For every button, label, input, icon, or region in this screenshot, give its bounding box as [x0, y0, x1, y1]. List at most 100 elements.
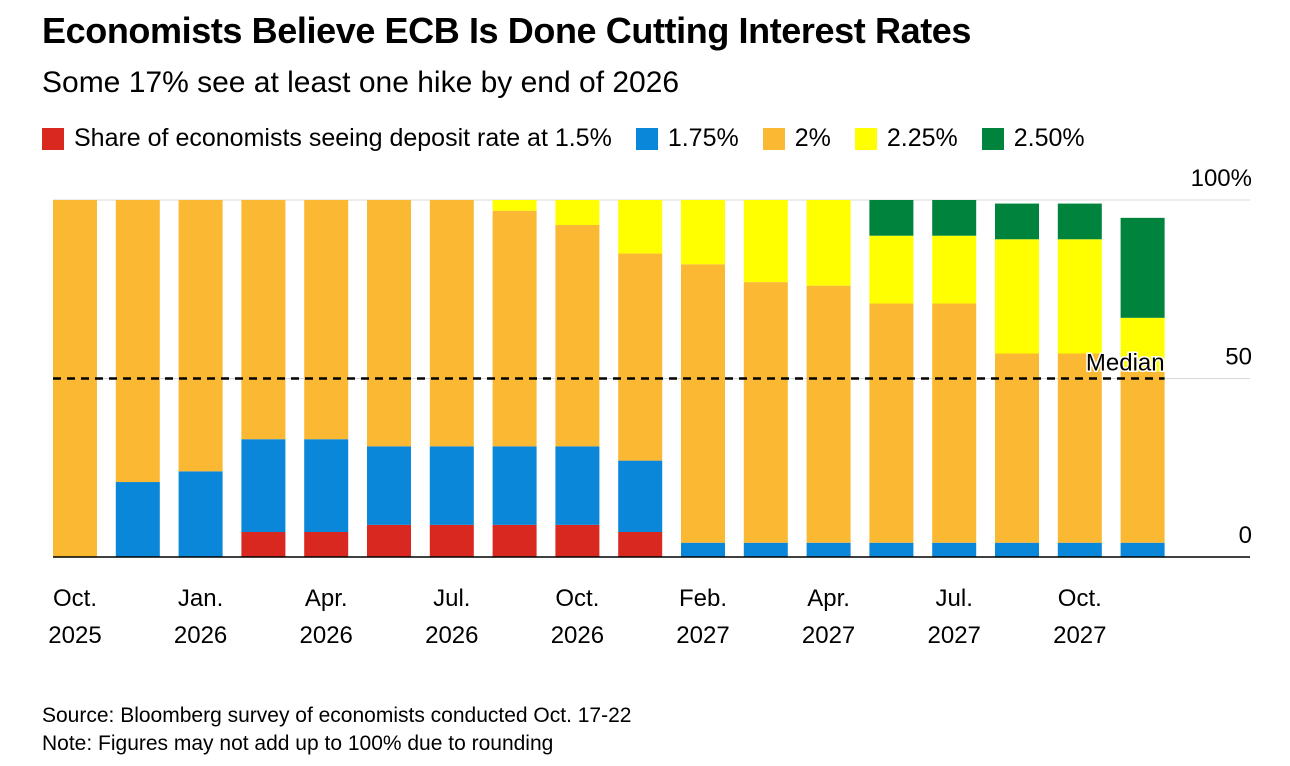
bar-segment-2.25%-17 [1120, 317, 1165, 372]
chart-subtitle: Some 17% see at least one hike by end of… [42, 66, 680, 99]
y-tick-label-0: 0 [1239, 522, 1252, 549]
median-label: Median [1086, 350, 1165, 377]
x-tick-year-10: 2027 [676, 622, 729, 649]
source-note: Source: Bloomberg survey of economists c… [42, 704, 632, 727]
bar-segment-2%-6 [429, 200, 474, 447]
bar-segment-1.75%-1 [115, 482, 160, 557]
bar-segment-1.75%-14 [932, 542, 977, 557]
bar-segment-1.75%-9 [618, 460, 663, 533]
bar-segment-1.5%-3 [241, 532, 286, 557]
x-tick-month-4: Apr. [305, 585, 348, 612]
bar-segment-1.75%-15 [995, 542, 1039, 557]
bar-segment-2.25%-11 [743, 200, 788, 283]
bar-segment-2.25%-14 [932, 235, 977, 304]
bar-segment-2.25%-16 [1057, 239, 1102, 354]
bar-segment-2%-5 [367, 200, 411, 447]
bar-segment-2%-16 [1057, 353, 1102, 543]
bar-segment-2.50%-16 [1057, 203, 1102, 240]
bar-segment-1.5%-8 [555, 524, 600, 557]
bar-segment-2%-8 [555, 224, 600, 447]
bar-segment-2%-3 [241, 200, 286, 440]
y-tick-label-100: 100% [1191, 165, 1252, 192]
legend-swatch-1.5 [42, 127, 64, 150]
bar-segment-1.75%-13 [869, 542, 914, 557]
rounding-note: Note: Figures may not add up to 100% due… [42, 732, 554, 755]
bar-segment-2%-1 [115, 200, 160, 483]
bar-segment-1.5%-7 [492, 524, 537, 557]
bar-segment-1.75%-12 [806, 542, 851, 557]
bar-segment-2.25%-8 [555, 200, 600, 225]
bar-segment-2.25%-10 [681, 200, 725, 265]
bar-segment-2.25%-15 [995, 239, 1039, 354]
bar-segment-2.25%-13 [869, 235, 914, 304]
median-group: Median [53, 348, 1166, 380]
legend-label-1.75: 1.75% [667, 124, 739, 152]
bar-segment-1.5%-5 [367, 524, 411, 557]
bar-segment-2%-11 [743, 282, 788, 543]
legend-swatch-1.75 [635, 127, 658, 150]
x-tick-year-16: 2027 [1053, 622, 1106, 649]
bar-segment-1.75%-2 [178, 471, 223, 557]
x-tick-month-14: Jul. [936, 585, 973, 612]
bar-segment-2%-17 [1120, 371, 1165, 543]
bar-segment-1.75%-4 [304, 439, 349, 533]
bar-segment-2.50%-15 [995, 203, 1039, 240]
bar-segment-2%-7 [492, 210, 537, 447]
bar-segment-2%-15 [995, 353, 1039, 543]
bar-segment-1.75%-5 [367, 446, 411, 525]
x-tick-year-2: 2026 [174, 622, 227, 649]
x-tick-month-12: Apr. [807, 585, 850, 612]
x-tick-month-10: Feb. [679, 585, 727, 612]
bar-segment-1.75%-10 [681, 542, 725, 557]
legend-label-1.5: Share of economists seeing deposit rate … [74, 124, 612, 152]
bar-segment-1.5%-9 [618, 532, 663, 557]
legend-item-2: 2% [762, 124, 831, 153]
legend-item-2.25: 2.25% [854, 124, 958, 153]
bar-segment-2%-13 [869, 303, 914, 543]
x-tick-year-0: 2025 [48, 622, 101, 649]
y-tick-label-50: 50 [1225, 344, 1252, 371]
bar-segment-1.75%-3 [241, 439, 286, 533]
x-tick-year-4: 2026 [300, 622, 353, 649]
bar-segment-2.50%-17 [1120, 217, 1165, 318]
bar-segment-1.75%-8 [555, 446, 600, 525]
x-tick-year-12: 2027 [802, 622, 855, 649]
legend: Share of economists seeing deposit rate … [42, 124, 1109, 153]
bar-segment-2.25%-12 [806, 200, 851, 286]
x-tick-month-2: Jan. [178, 585, 223, 612]
bar-segment-1.5%-6 [429, 524, 474, 557]
legend-label-2.50: 2.50% [1013, 124, 1085, 152]
bars [53, 200, 1165, 557]
bar-segment-1.75%-17 [1120, 542, 1165, 557]
legend-swatch-2 [762, 127, 785, 150]
bar-segment-1.75%-11 [743, 542, 788, 557]
x-tick-year-14: 2027 [928, 622, 981, 649]
bar-segment-2%-14 [932, 303, 977, 543]
x-tick-month-8: Oct. [555, 585, 599, 612]
footer: Source: Bloomberg survey of economists c… [42, 702, 631, 758]
bar-segment-2%-10 [681, 264, 725, 543]
legend-item-1.75: 1.75% [635, 124, 739, 153]
bar-segment-2.50%-13 [869, 200, 914, 236]
bar-segment-2.25%-9 [618, 200, 663, 254]
bar-segment-2%-2 [178, 200, 223, 472]
x-tick-month-6: Jul. [433, 585, 470, 612]
x-tick-month-0: Oct. [53, 585, 97, 612]
bar-segment-2.25%-7 [492, 200, 537, 211]
x-tick-month-16: Oct. [1058, 585, 1102, 612]
bar-segment-2%-12 [806, 285, 851, 543]
bar-segment-1.75%-16 [1057, 542, 1102, 557]
chart-title: Economists Believe ECB Is Done Cutting I… [42, 10, 972, 51]
legend-label-2.25: 2.25% [886, 124, 958, 152]
bar-segment-1.75%-7 [492, 446, 537, 525]
x-tick-year-6: 2026 [425, 622, 478, 649]
y-tick-labels: 100% 50 0 [1191, 165, 1252, 549]
x-tick-labels: Oct. 2025 Jan. 2026 Apr. 2026 Jul. 2026 Oct. 2026… [48, 585, 1106, 649]
legend-label-2: 2% [794, 124, 831, 152]
bar-segment-2.50%-14 [932, 200, 977, 236]
legend-swatch-2.25 [854, 127, 877, 150]
bar-segment-2%-4 [304, 200, 349, 440]
legend-item-2.50: 2.50% [981, 124, 1085, 153]
x-tick-year-8: 2026 [551, 622, 604, 649]
bar-segment-1.75%-6 [429, 446, 474, 525]
